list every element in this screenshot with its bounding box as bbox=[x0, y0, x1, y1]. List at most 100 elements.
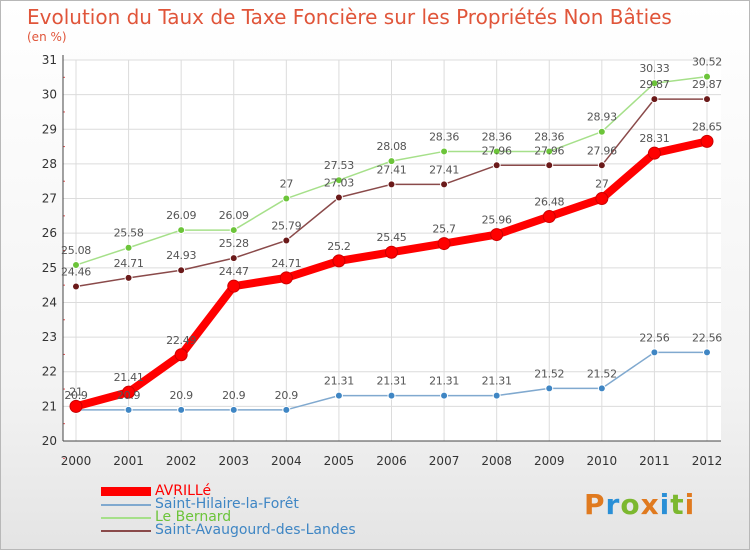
data-label: 27.96 bbox=[534, 144, 564, 157]
data-label: 28.93 bbox=[587, 111, 617, 124]
data-point bbox=[545, 147, 554, 156]
legend-item: Le Bernard bbox=[101, 509, 356, 525]
legend-label: Le Bernard bbox=[155, 509, 232, 525]
data-label: 25.7 bbox=[432, 223, 456, 236]
x-tick-label: 2009 bbox=[534, 454, 565, 468]
legend-swatch bbox=[101, 503, 151, 506]
data-point bbox=[229, 405, 238, 414]
data-label: 20.9 bbox=[64, 389, 88, 402]
data-label: 29.87 bbox=[692, 78, 722, 91]
y-tick-label: 23 bbox=[42, 330, 57, 344]
data-label: 28.36 bbox=[482, 130, 512, 143]
logo-letter: i bbox=[659, 488, 671, 521]
legend-item: Saint-Avaugourd-des-Landes bbox=[101, 522, 356, 538]
data-label: 28.36 bbox=[534, 130, 564, 143]
data-point bbox=[177, 226, 186, 235]
data-label: 27.41 bbox=[429, 163, 459, 176]
legend-label: Saint-Hilaire-la-Forêt bbox=[155, 496, 299, 512]
legend-label: Saint-Avaugourd-des-Landes bbox=[155, 522, 356, 538]
data-label: 29.87 bbox=[639, 78, 669, 91]
data-point bbox=[437, 237, 451, 251]
data-label: 26.09 bbox=[166, 209, 196, 222]
data-point bbox=[174, 348, 188, 362]
y-tick-label: 29 bbox=[42, 122, 57, 136]
data-point bbox=[700, 134, 714, 148]
data-label: 24.47 bbox=[219, 265, 249, 278]
data-label: 22.56 bbox=[639, 331, 669, 344]
data-label: 24.93 bbox=[166, 249, 196, 262]
data-point bbox=[229, 226, 238, 235]
y-tick-label: 26 bbox=[42, 226, 57, 240]
data-label: 30.52 bbox=[692, 56, 722, 69]
data-point bbox=[124, 405, 133, 414]
x-tick-label: 2006 bbox=[376, 454, 407, 468]
data-point bbox=[647, 146, 661, 160]
data-label: 27 bbox=[280, 178, 294, 191]
data-point bbox=[124, 273, 133, 282]
data-point bbox=[282, 194, 291, 203]
data-label: 21 bbox=[69, 385, 82, 398]
y-tick-label: 22 bbox=[42, 365, 57, 379]
data-label: 26.48 bbox=[534, 196, 564, 209]
data-label: 28.31 bbox=[639, 132, 669, 145]
data-point bbox=[542, 210, 556, 224]
data-point bbox=[492, 391, 501, 400]
data-label: 25.28 bbox=[219, 237, 249, 250]
data-label: 21.31 bbox=[482, 375, 512, 388]
data-point bbox=[387, 157, 396, 166]
data-point bbox=[387, 180, 396, 189]
x-tick-label: 2004 bbox=[271, 454, 302, 468]
logo-letter: o bbox=[620, 488, 641, 521]
data-label: 30.33 bbox=[639, 62, 669, 75]
data-label: 21.31 bbox=[324, 375, 354, 388]
y-tick-label: 20 bbox=[42, 434, 57, 448]
data-label: 20.9 bbox=[275, 389, 299, 402]
proxiti-logo: Proxiti bbox=[584, 488, 695, 521]
data-point bbox=[492, 147, 501, 156]
x-tick-label: 2011 bbox=[639, 454, 670, 468]
data-label: 22.49 bbox=[166, 334, 196, 347]
data-point bbox=[72, 282, 80, 291]
data-label: 21.52 bbox=[587, 367, 617, 380]
legend-swatch bbox=[101, 516, 151, 519]
data-point bbox=[597, 161, 606, 170]
data-point bbox=[545, 161, 554, 170]
data-label: 28.36 bbox=[429, 130, 459, 143]
y-tick-label: 24 bbox=[42, 295, 57, 309]
x-tick-label: 2010 bbox=[587, 454, 618, 468]
data-label: 20.9 bbox=[117, 389, 141, 402]
data-label: 21.31 bbox=[377, 375, 407, 388]
data-label: 28.08 bbox=[377, 140, 407, 153]
data-label: 24.71 bbox=[114, 257, 144, 270]
data-point bbox=[69, 399, 83, 413]
data-point bbox=[650, 79, 659, 88]
data-point bbox=[650, 95, 659, 104]
x-tick-label: 2005 bbox=[324, 454, 355, 468]
data-point bbox=[229, 254, 238, 263]
data-label: 25.96 bbox=[482, 214, 512, 227]
x-tick-label: 2001 bbox=[113, 454, 144, 468]
y-tick-label: 21 bbox=[42, 399, 57, 413]
data-label: 21.41 bbox=[114, 371, 144, 384]
data-point bbox=[334, 193, 343, 202]
legend-item: AVRILLé bbox=[101, 483, 356, 499]
data-label: 27.96 bbox=[482, 144, 512, 157]
x-tick-label: 2007 bbox=[429, 454, 460, 468]
data-label: 27.41 bbox=[377, 163, 407, 176]
data-point bbox=[279, 271, 293, 285]
data-point bbox=[334, 176, 343, 185]
data-point bbox=[177, 266, 186, 275]
data-label: 27.03 bbox=[324, 177, 354, 190]
data-label: 21.31 bbox=[429, 375, 459, 388]
data-point bbox=[490, 228, 504, 242]
y-tick-label: 30 bbox=[42, 88, 57, 102]
x-tick-label: 2000 bbox=[61, 454, 92, 468]
data-point bbox=[122, 385, 136, 399]
data-point bbox=[177, 405, 186, 414]
data-label: 25.79 bbox=[271, 219, 301, 232]
x-tick-label: 2008 bbox=[481, 454, 512, 468]
data-label: 24.46 bbox=[61, 266, 91, 279]
data-point bbox=[440, 180, 449, 189]
legend-label: AVRILLé bbox=[155, 483, 212, 499]
